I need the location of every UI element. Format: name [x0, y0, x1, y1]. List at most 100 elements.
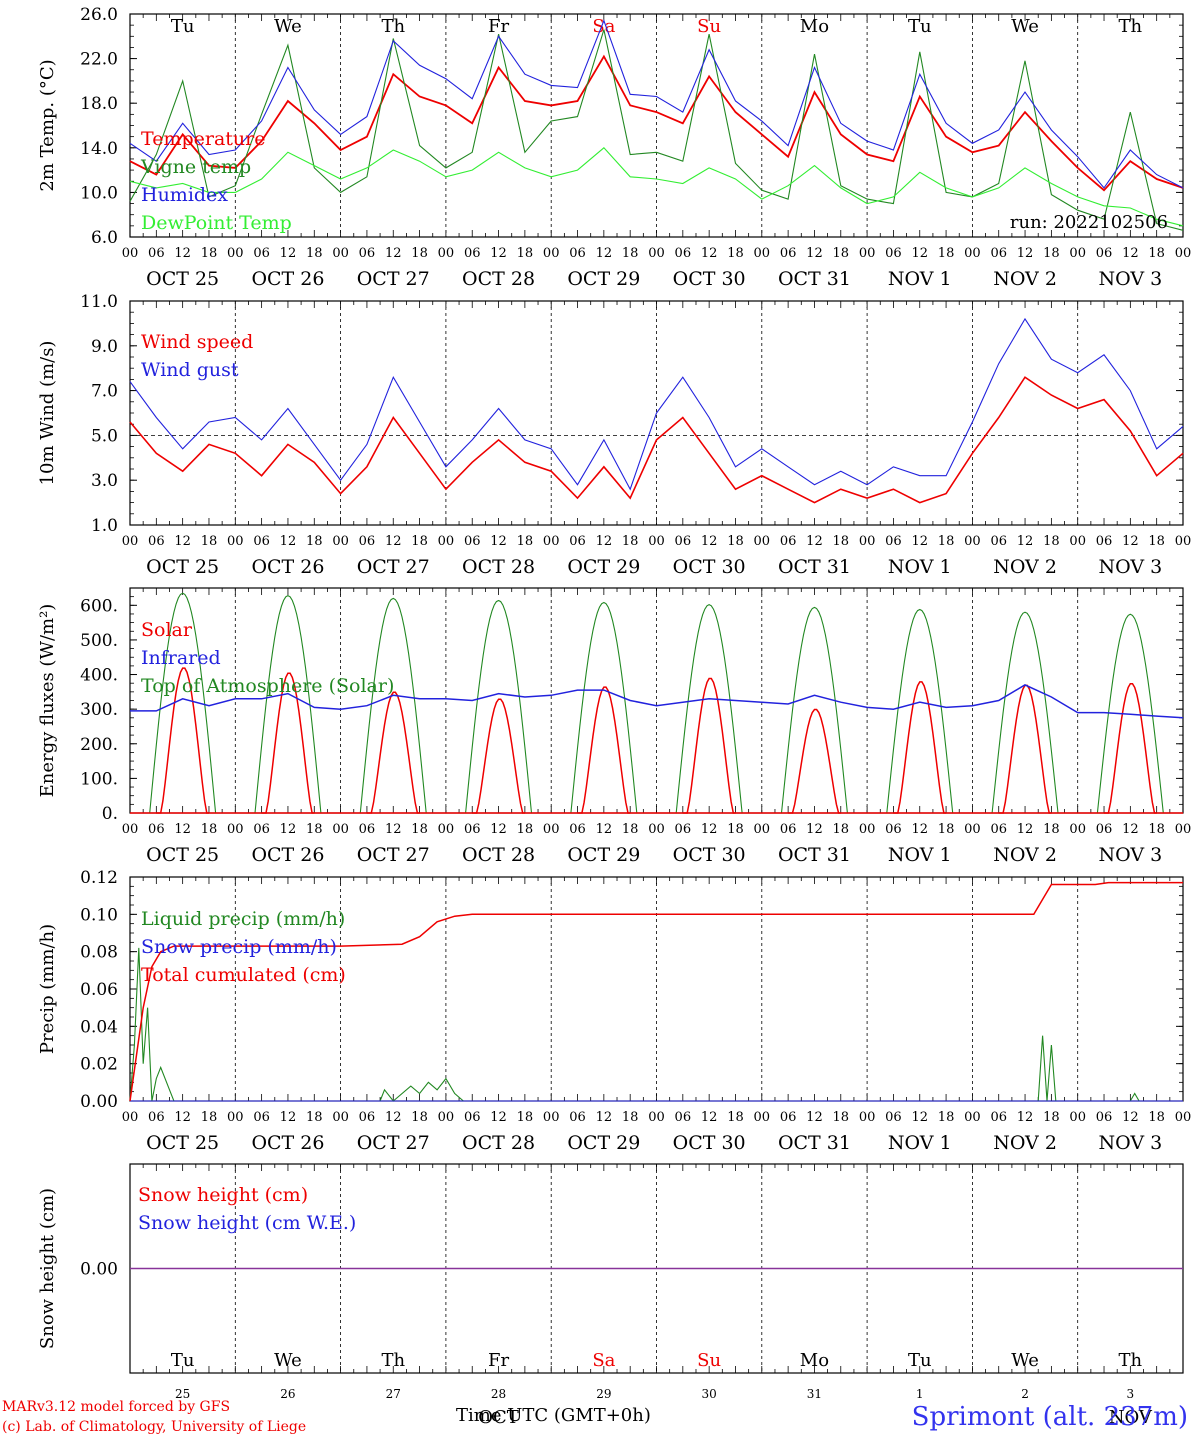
- hour-tick-label: 12: [1017, 534, 1034, 549]
- hour-tick-label: 06: [148, 246, 165, 261]
- day-number: 27: [386, 1387, 401, 1401]
- date-label: OCT 29: [567, 1132, 640, 1154]
- hour-tick-label: 12: [806, 1110, 823, 1125]
- solar-daily-curve: [156, 667, 209, 814]
- solar-daily-curve: [893, 681, 947, 814]
- solar-daily-curve: [472, 698, 525, 814]
- legend-entry: Wind gust: [141, 359, 239, 381]
- hour-tick-label: 06: [253, 822, 270, 837]
- date-label: NOV 2: [993, 1132, 1057, 1154]
- hour-tick-label: 18: [306, 1110, 323, 1125]
- hour-tick-label: 12: [701, 246, 718, 261]
- weekday-label: We: [274, 1350, 302, 1371]
- hour-tick-label: 06: [359, 246, 376, 261]
- plot-frame: [129, 587, 1184, 814]
- date-label: OCT 31: [778, 268, 851, 290]
- date-label: OCT 27: [357, 844, 430, 866]
- hour-tick-label: 18: [411, 1110, 428, 1125]
- hour-tick-label: 18: [833, 534, 850, 549]
- hour-tick-label: 00: [754, 246, 771, 261]
- station-name: Sprimont (alt. 237m): [911, 1402, 1188, 1432]
- y-axis-label: Energy fluxes (W/m²): [37, 604, 58, 798]
- series-line: [129, 317, 1184, 491]
- weekday-label: Fr: [488, 16, 509, 37]
- hour-tick-label: 06: [569, 822, 586, 837]
- hour-tick-label: 18: [1148, 1110, 1165, 1125]
- date-label: OCT 27: [357, 1132, 430, 1154]
- hour-tick-label: 06: [1096, 1110, 1113, 1125]
- hour-tick-label: 12: [701, 822, 718, 837]
- legend-entry: Vigne temp: [140, 156, 251, 178]
- date-label: OCT 28: [462, 1132, 535, 1154]
- hour-tick-label: 06: [990, 246, 1007, 261]
- y-axis-label: 2m Temp. (°C): [37, 59, 58, 191]
- series-line: [130, 684, 1184, 719]
- hour-tick-label: 18: [938, 534, 955, 549]
- hour-tick-label: 00: [754, 822, 771, 837]
- date-label: OCT 26: [251, 1132, 324, 1154]
- date-label: OCT 26: [251, 556, 324, 578]
- hour-tick-label: 18: [833, 822, 850, 837]
- weekday-label: Fr: [488, 1350, 509, 1371]
- series-line: [129, 54, 1184, 192]
- hour-tick-label: 06: [148, 534, 165, 549]
- series-line: [129, 147, 1184, 227]
- hour-tick-label: 12: [280, 822, 297, 837]
- hour-tick-label: 12: [701, 534, 718, 549]
- legend-entry: Snow height (cm): [138, 1184, 308, 1206]
- hour-tick-label: 18: [1043, 246, 1060, 261]
- time-axis-label: Time UTC (GMT+0h): [456, 1405, 651, 1426]
- hour-tick-label: 00: [122, 1110, 139, 1125]
- hour-tick-label: 12: [174, 822, 191, 837]
- hour-tick-label: 06: [885, 822, 902, 837]
- weekday-label: Mo: [800, 1350, 829, 1371]
- hour-tick-label: 06: [464, 822, 481, 837]
- weekday-label: Sa: [592, 16, 615, 37]
- y-tick-label: 18.0: [80, 94, 118, 114]
- hour-tick-label: 12: [1017, 822, 1034, 837]
- date-label: OCT 25: [146, 556, 219, 578]
- hour-tick-label: 06: [569, 246, 586, 261]
- hour-tick-label: 00: [1175, 1110, 1192, 1125]
- hour-tick-label: 12: [911, 1110, 928, 1125]
- legend-entry: Humidex: [141, 184, 228, 206]
- toa-daily-curve: [568, 601, 639, 814]
- day-number: 28: [491, 1387, 506, 1401]
- date-label: OCT 28: [462, 556, 535, 578]
- weekday-label: Tu: [171, 1350, 195, 1371]
- hour-tick-label: 12: [1122, 534, 1139, 549]
- hour-tick-label: 00: [332, 822, 349, 837]
- y-tick-label: 14.0: [80, 139, 118, 159]
- hour-tick-label: 00: [227, 822, 244, 837]
- hour-tick-label: 12: [174, 246, 191, 261]
- hour-tick-label: 00: [543, 1110, 560, 1125]
- hour-tick-label: 12: [911, 822, 928, 837]
- toa-daily-curve: [1095, 613, 1166, 814]
- legend-entry: DewPoint Temp: [141, 212, 292, 234]
- hour-tick-label: 12: [701, 1110, 718, 1125]
- date-label: NOV 2: [993, 556, 1057, 578]
- hour-tick-label: 06: [253, 1110, 270, 1125]
- date-label: NOV 1: [888, 268, 952, 290]
- hour-tick-label: 06: [253, 534, 270, 549]
- weekday-label: Tu: [171, 16, 195, 37]
- hour-tick-label: 12: [596, 246, 613, 261]
- hour-tick-label: 00: [543, 534, 560, 549]
- solar-daily-curve: [682, 677, 736, 814]
- weekday-label: Su: [697, 1350, 721, 1371]
- hour-tick-label: 00: [648, 534, 665, 549]
- day-number: 1: [916, 1387, 924, 1401]
- toa-daily-curve: [358, 597, 429, 814]
- month-label: NOV: [1109, 1407, 1153, 1428]
- hour-tick-label: 00: [227, 534, 244, 549]
- weekday-label: Tu: [908, 1350, 932, 1371]
- hour-tick-label: 00: [859, 1110, 876, 1125]
- y-tick-label: 0.06: [80, 980, 118, 1000]
- hour-tick-label: 06: [780, 822, 797, 837]
- hour-tick-label: 06: [780, 1110, 797, 1125]
- hour-tick-label: 00: [1175, 822, 1192, 837]
- hour-tick-label: 18: [201, 1110, 218, 1125]
- hour-tick-label: 00: [1069, 246, 1086, 261]
- hour-tick-label: 18: [938, 822, 955, 837]
